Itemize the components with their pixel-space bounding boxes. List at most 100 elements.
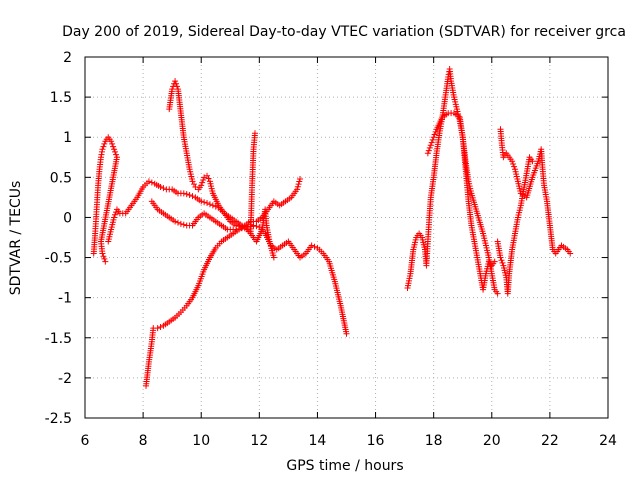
data-point <box>109 140 116 147</box>
data-point <box>212 203 219 210</box>
data-point <box>183 191 190 198</box>
data-point <box>174 219 181 226</box>
data-point <box>529 158 536 165</box>
data-point <box>157 183 164 190</box>
y-tick-label: -2 <box>58 371 72 387</box>
data-point <box>432 128 439 135</box>
data-point <box>148 179 155 186</box>
data-point <box>201 199 208 206</box>
data-point <box>427 142 434 149</box>
data-point <box>200 177 207 184</box>
axis-ticks <box>84 56 609 419</box>
data-point <box>189 178 196 185</box>
data-point <box>108 138 115 145</box>
data-point <box>431 131 438 138</box>
y-tick-label: 0.5 <box>50 170 72 186</box>
data-point <box>111 146 118 153</box>
x-tick-label: 6 <box>81 433 90 449</box>
grid-lines <box>85 57 608 418</box>
plot-frame <box>84 56 609 419</box>
data-point <box>499 259 506 266</box>
data-point <box>251 130 258 137</box>
data-point <box>494 290 501 297</box>
data-point <box>429 136 436 143</box>
x-tick-label: 10 <box>192 433 210 449</box>
data-point <box>296 178 303 185</box>
data-point <box>172 78 179 85</box>
data-point <box>189 193 196 200</box>
x-tick-label: 24 <box>599 433 617 449</box>
data-point <box>172 218 179 225</box>
series-arc-4 <box>166 78 258 237</box>
data-point <box>294 186 301 193</box>
x-tick-label: 16 <box>367 433 385 449</box>
data-point <box>426 144 433 151</box>
data-point <box>160 185 167 192</box>
data-point <box>511 163 518 170</box>
data-point <box>294 183 301 190</box>
data-point <box>198 182 205 189</box>
x-tick-label: 14 <box>309 433 327 449</box>
data-point <box>100 253 107 260</box>
x-tick-label: 12 <box>250 433 268 449</box>
x-tick-label: 8 <box>139 433 148 449</box>
data-point <box>99 250 106 257</box>
series-arc-6 <box>404 66 498 293</box>
x-tick-label: 18 <box>425 433 443 449</box>
y-tick-label: -0.5 <box>45 251 72 267</box>
data-point <box>112 148 119 155</box>
y-tick-labels: -2.5 -2 -1.5 -1 -0.5 0 0.5 1 1.5 2 <box>45 50 72 427</box>
data-point <box>343 330 350 337</box>
data-point <box>112 211 119 218</box>
data-point <box>173 80 180 87</box>
x-tick-label: 20 <box>483 433 501 449</box>
chart-title: Day 200 of 2019, Sidereal Day-to-day VTE… <box>62 24 626 40</box>
y-axis-label: SDTVAR / TECUs <box>8 181 24 296</box>
data-point <box>101 140 108 147</box>
data-point <box>270 254 277 261</box>
data-point <box>112 151 119 158</box>
data-point <box>154 325 161 332</box>
data-point <box>209 202 216 209</box>
data-point <box>491 258 498 265</box>
data-point <box>308 242 315 249</box>
data-point <box>99 146 106 153</box>
y-tick-label: 2 <box>63 50 72 66</box>
data-point <box>204 172 211 179</box>
data-point <box>157 323 164 330</box>
x-tick-label: 22 <box>541 433 559 449</box>
data-point <box>180 221 187 228</box>
data-point <box>311 243 318 250</box>
y-tick-label: -2.5 <box>45 411 72 427</box>
data-point <box>101 255 108 262</box>
y-tick-label: -1.5 <box>45 331 72 347</box>
series-arc-1 <box>90 134 120 265</box>
data-point <box>190 181 197 188</box>
data-point <box>567 250 574 257</box>
y-tick-label: 1.5 <box>50 90 72 106</box>
data-point <box>430 134 437 141</box>
data-point <box>205 175 212 182</box>
y-tick-label: 1 <box>63 130 72 146</box>
data-point <box>424 150 431 157</box>
data-point <box>206 201 213 208</box>
series-arc-7 <box>424 110 501 297</box>
series-arc-5 <box>148 198 277 261</box>
data-point <box>199 179 206 186</box>
data-point <box>110 143 117 150</box>
data-point <box>425 147 432 154</box>
data-point <box>295 181 302 188</box>
data-point <box>169 86 176 93</box>
data-point <box>145 178 152 185</box>
data-point <box>297 175 304 182</box>
data-point <box>102 258 109 265</box>
data-point <box>509 158 516 165</box>
y-tick-label: -1 <box>58 291 72 307</box>
x-axis-label: GPS time / hours <box>286 458 403 474</box>
data-point <box>238 225 245 232</box>
data-point <box>497 254 504 261</box>
data-point <box>186 191 193 198</box>
series-arc-9 <box>494 154 536 297</box>
data-point <box>198 198 205 205</box>
series-arc-8 <box>497 126 574 257</box>
